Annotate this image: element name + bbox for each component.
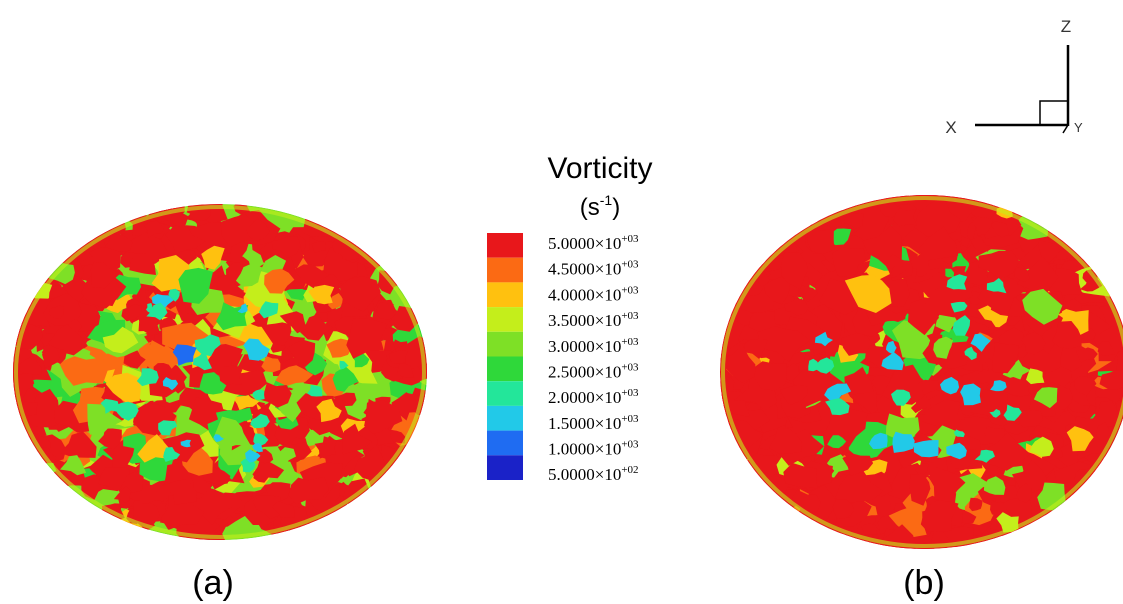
- legend-label: 2.5000×10+03: [548, 361, 639, 381]
- legend-label: 4.0000×10+03: [548, 284, 639, 304]
- legend-title: Vorticity: [547, 152, 652, 185]
- legend-label: 4.5000×10+03: [548, 259, 639, 279]
- unit-close: ): [612, 194, 620, 221]
- legend-swatch: [487, 431, 523, 456]
- legend-label-base: 5.0000×10: [548, 234, 621, 253]
- legend-label-exponent: +03: [621, 284, 639, 296]
- legend-label-base: 4.0000×10: [548, 285, 621, 304]
- legend-swatch: [487, 233, 523, 258]
- legend-swatch: [487, 381, 523, 406]
- panel-label-a: (a): [192, 564, 234, 602]
- legend-label: 5.0000×10+02: [548, 464, 639, 484]
- figure: Vorticity (s-1) 5.0000×10+034.5000×10+03…: [0, 0, 1123, 604]
- legend-swatch: [487, 406, 523, 431]
- legend-label-base: 2.0000×10: [548, 388, 621, 407]
- legend-label-base: 5.0000×10: [548, 465, 621, 484]
- y-label: Y: [1074, 120, 1083, 135]
- legend-label-exponent: +03: [621, 387, 639, 399]
- legend-label-exponent: +03: [621, 259, 639, 271]
- y-axis-box: [1040, 101, 1068, 125]
- legend-label-base: 2.5000×10: [548, 362, 621, 381]
- legend-swatch: [487, 455, 523, 480]
- legend-label: 2.0000×10+03: [548, 387, 639, 407]
- unit-exponent: -1: [600, 192, 613, 208]
- legend-label-exponent: +03: [621, 336, 639, 348]
- legend-label: 3.5000×10+03: [548, 310, 639, 330]
- legend-label: 3.0000×10+03: [548, 336, 639, 356]
- contour-patch: [808, 227, 835, 254]
- legend-label: 5.0000×10+03: [548, 233, 639, 253]
- legend-label-exponent: +02: [621, 464, 638, 476]
- legend-swatch: [487, 307, 523, 332]
- legend-label-exponent: +03: [621, 361, 639, 373]
- legend-label: 1.0000×10+03: [548, 439, 639, 459]
- x-label: X: [945, 118, 956, 137]
- contour-plot-a: [0, 185, 442, 549]
- axis-triad: [975, 45, 1068, 133]
- contour-plot-b: [707, 181, 1123, 568]
- legend-label-exponent: +03: [621, 310, 639, 322]
- legend-label: 1.5000×10+03: [548, 413, 639, 433]
- legend-swatch: [487, 258, 523, 283]
- panel-label-b: (b): [903, 564, 945, 602]
- legend-label-base: 1.5000×10: [548, 414, 621, 433]
- z-label: Z: [1061, 17, 1071, 36]
- legend-swatch: [487, 282, 523, 307]
- legend-swatch: [487, 357, 523, 382]
- legend-label-exponent: +03: [621, 233, 639, 245]
- legend-unit: (s-1): [580, 192, 620, 221]
- legend: Vorticity (s-1) 5.0000×10+034.5000×10+03…: [487, 152, 653, 484]
- legend-label-base: 3.0000×10: [548, 337, 621, 356]
- unit-open: (s: [580, 194, 600, 221]
- legend-label-exponent: +03: [621, 439, 639, 451]
- legend-label-base: 4.5000×10: [548, 260, 621, 279]
- legend-swatch: [487, 332, 523, 357]
- legend-label-base: 3.5000×10: [548, 311, 621, 330]
- contour-patch: [219, 366, 242, 385]
- legend-label-base: 1.0000×10: [548, 440, 621, 459]
- legend-label-exponent: +03: [621, 413, 639, 425]
